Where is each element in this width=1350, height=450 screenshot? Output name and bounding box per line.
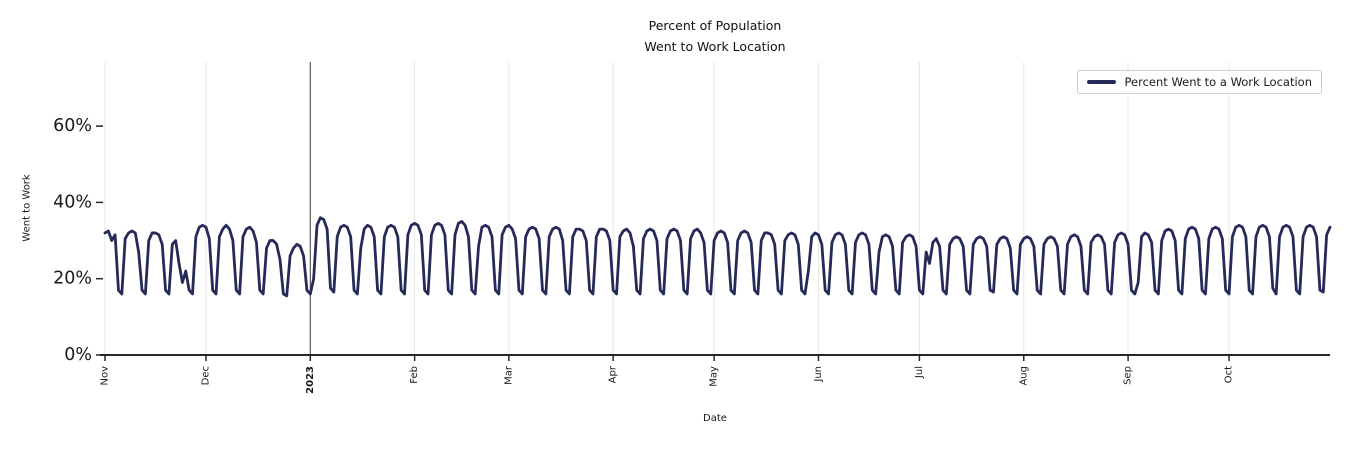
chart-title-line2: Went to Work Location	[644, 39, 786, 54]
x-tick-label: Apr	[608, 365, 619, 383]
chart-title: Percent of Population Went to Work Locat…	[100, 15, 1330, 57]
x-tick-label: Jul	[914, 366, 925, 379]
x-tick-label: Feb	[409, 366, 420, 384]
x-tick-label: May	[709, 366, 720, 387]
y-tick-label: 20%	[53, 269, 92, 289]
x-tick-label: Jun	[813, 366, 824, 383]
x-tick-label: Mar	[503, 365, 514, 385]
y-tick-label: 40%	[53, 192, 92, 212]
chart-title-line1: Percent of Population	[648, 18, 782, 33]
x-tick-label: Oct	[1224, 366, 1235, 383]
x-tick-label: Nov	[100, 366, 111, 386]
legend-line-swatch	[1086, 80, 1116, 84]
legend: Percent Went to a Work Location	[1076, 70, 1322, 94]
x-tick-label: Sep	[1123, 366, 1134, 385]
y-tick-label: 60%	[53, 116, 92, 136]
y-axis-label: Went to Work	[21, 174, 33, 242]
x-axis-label: Date	[703, 413, 727, 424]
legend-label: Percent Went to a Work Location	[1124, 75, 1312, 89]
series-line	[103, 216, 1332, 298]
x-tick-label: Dec	[200, 366, 211, 385]
y-tick-label: 0%	[64, 345, 92, 365]
x-tick-label: Aug	[1018, 366, 1029, 386]
x-tick-label: 2023	[305, 366, 316, 394]
